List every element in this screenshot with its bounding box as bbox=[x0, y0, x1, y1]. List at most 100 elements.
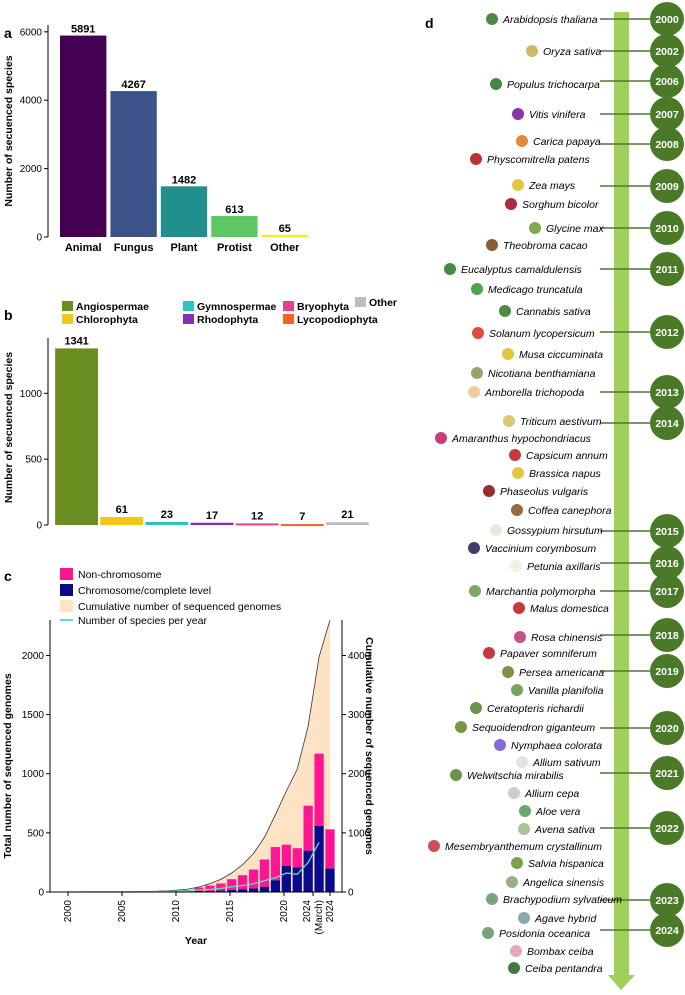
species-icon bbox=[499, 305, 511, 317]
legend-label: Non-chromosome bbox=[78, 569, 162, 581]
species-icon bbox=[472, 327, 484, 339]
species-label: Allium sativum bbox=[532, 757, 601, 769]
bar-non-chromosome-2017 bbox=[248, 869, 259, 889]
species-label: Glycine max bbox=[546, 223, 605, 235]
species-label: Brassica napus bbox=[529, 468, 602, 480]
species-icon bbox=[494, 739, 506, 751]
panel-letter-b: b bbox=[4, 307, 13, 323]
year-circle-2017 bbox=[650, 574, 684, 608]
year-label: 2000 bbox=[655, 14, 679, 26]
panel-letter-c: c bbox=[4, 568, 12, 584]
year-circle-2024 bbox=[650, 913, 684, 947]
y-tick-label: 2000 bbox=[20, 164, 43, 175]
species-label: Vitis vinifera bbox=[529, 109, 586, 121]
x-tick-label: Fungus bbox=[114, 242, 154, 254]
species-icon bbox=[513, 602, 525, 614]
species-label: Aloe vera bbox=[535, 806, 581, 818]
bar-chromosome-2021 bbox=[292, 867, 302, 892]
year-circle-2015 bbox=[650, 514, 684, 548]
year-circle-2000 bbox=[650, 2, 684, 36]
species-icon bbox=[483, 647, 495, 659]
bar-lycopodiophyta bbox=[280, 524, 324, 527]
species-icon bbox=[471, 283, 483, 295]
year-circle-2009 bbox=[650, 169, 684, 203]
legend-label: Other bbox=[369, 297, 397, 309]
year-circle-2020 bbox=[650, 711, 684, 745]
x-tick-label-part: 2005 bbox=[117, 900, 128, 923]
year-circle-2023 bbox=[650, 883, 684, 917]
y-axis-label: Total number of sequenced genomes bbox=[2, 673, 14, 858]
legend-label: Gymnospermae bbox=[197, 301, 277, 313]
legend-swatch bbox=[62, 301, 73, 311]
species-label: Musa ciccuminata bbox=[519, 349, 603, 361]
year-circle-2007 bbox=[650, 97, 684, 131]
species-label: Welwitschia mirabilis bbox=[467, 770, 564, 782]
species-icon bbox=[511, 857, 523, 869]
bar-non-chromosome-2022 bbox=[303, 805, 313, 851]
year-label: 2020 bbox=[655, 723, 679, 735]
species-label: Agave hybrid bbox=[534, 913, 597, 925]
species-label: Marchantia polymorpha bbox=[486, 586, 596, 598]
bar-non-chromosome-2020 bbox=[281, 844, 291, 866]
legend-swatch bbox=[183, 301, 194, 311]
x-tick-label: 2000 bbox=[63, 900, 74, 923]
species-icon bbox=[471, 367, 483, 379]
bar-chromosome-2014 bbox=[216, 890, 226, 892]
species-label: Nymphaea colorata bbox=[511, 740, 602, 752]
bar-other bbox=[325, 522, 369, 525]
year-circle-2021 bbox=[650, 756, 684, 790]
species-icon bbox=[511, 684, 523, 696]
species-label: Ceiba pentandra bbox=[525, 963, 603, 975]
year-label: 2010 bbox=[655, 223, 679, 235]
species-icon bbox=[428, 840, 440, 852]
y-tick-label: 6000 bbox=[20, 27, 43, 38]
bar-chromosome-2018 bbox=[259, 886, 270, 892]
year-circle-2018 bbox=[650, 618, 684, 652]
year-circle-2010 bbox=[650, 211, 684, 245]
species-icon bbox=[512, 467, 524, 479]
species-label: Posidonia oceanica bbox=[499, 928, 590, 940]
species-label: Allium cepa bbox=[524, 788, 579, 800]
y-tick-label: 500 bbox=[27, 828, 44, 839]
bar-chromosome-2019 bbox=[270, 880, 281, 892]
y-tick-label: 0 bbox=[36, 233, 42, 244]
x-tick-label: 2010 bbox=[171, 900, 182, 923]
bar-chromosome-2015 bbox=[227, 889, 237, 892]
year-label: 2021 bbox=[655, 768, 679, 780]
species-icon bbox=[518, 823, 530, 835]
species-label: Ceratopteris richardii bbox=[487, 703, 585, 715]
year-label: 2023 bbox=[655, 895, 679, 907]
species-label: Eucalyptus camaldulensis bbox=[461, 264, 583, 276]
species-label: Bombax ceiba bbox=[527, 946, 594, 958]
year-circle-2012 bbox=[650, 315, 684, 349]
species-label: Brachypodium sylvaticum bbox=[503, 894, 622, 906]
bar-value-label: 17 bbox=[206, 510, 218, 522]
x-tick-label: Other bbox=[270, 242, 300, 254]
bar-non-chromosome-2018 bbox=[259, 859, 270, 887]
species-label: Populus trichocarpa bbox=[507, 79, 600, 91]
species-icon bbox=[518, 912, 530, 924]
timeline-d: 2000 2002 2006 2007 2008 2009 2010 2011 2012 2013… bbox=[428, 2, 684, 990]
legend-swatch bbox=[283, 301, 294, 311]
species-label: Capsicum annum bbox=[526, 450, 608, 462]
species-label: Sorghum bicolor bbox=[522, 199, 599, 211]
species-icon bbox=[519, 805, 531, 817]
species-icon bbox=[505, 198, 517, 210]
species-label: Nicotiana benthamiana bbox=[488, 368, 596, 380]
bar-value-label: 12 bbox=[251, 510, 263, 522]
year-circle-2022 bbox=[650, 811, 684, 845]
legend-label: Number of species per year bbox=[78, 615, 207, 627]
bar-chromosome-2022 bbox=[303, 850, 313, 892]
x-tick-label-part: 2010 bbox=[171, 900, 182, 923]
species-icon bbox=[514, 631, 526, 643]
bar-animal bbox=[60, 35, 107, 237]
y-tick-label: 4000 bbox=[20, 96, 43, 107]
species-label: Malus domestica bbox=[530, 603, 609, 615]
species-icon bbox=[512, 108, 524, 120]
species-icon bbox=[435, 432, 447, 444]
panel-letter-d: d bbox=[425, 15, 434, 31]
species-icon bbox=[503, 415, 515, 427]
species-icon bbox=[469, 585, 481, 597]
year-label: 2019 bbox=[655, 666, 679, 678]
